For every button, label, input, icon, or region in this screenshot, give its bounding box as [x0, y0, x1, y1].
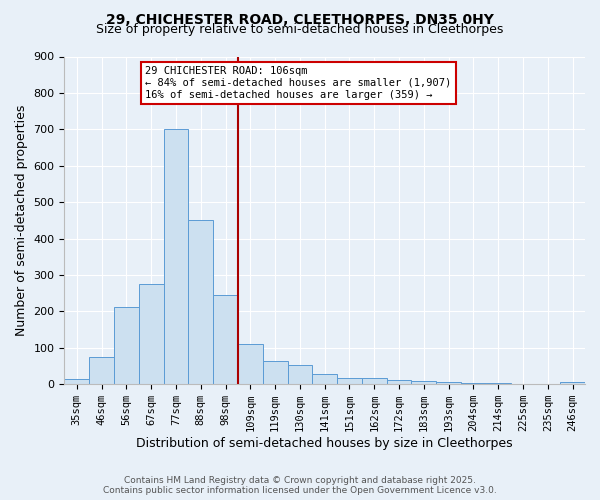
Bar — [263, 360, 287, 384]
Bar — [139, 284, 164, 384]
Bar — [64, 380, 89, 384]
Bar — [313, 374, 337, 384]
Text: Size of property relative to semi-detached houses in Cleethorpes: Size of property relative to semi-detach… — [97, 22, 503, 36]
Bar — [188, 220, 213, 384]
Y-axis label: Number of semi-detached properties: Number of semi-detached properties — [15, 104, 28, 336]
Bar — [436, 382, 461, 384]
Text: 29 CHICHESTER ROAD: 106sqm
← 84% of semi-detached houses are smaller (1,907)
16%: 29 CHICHESTER ROAD: 106sqm ← 84% of semi… — [145, 66, 451, 100]
Bar — [386, 380, 412, 384]
Bar — [114, 306, 139, 384]
Bar — [560, 382, 585, 384]
Bar — [89, 357, 114, 384]
Bar — [337, 378, 362, 384]
Bar — [238, 344, 263, 384]
X-axis label: Distribution of semi-detached houses by size in Cleethorpes: Distribution of semi-detached houses by … — [136, 437, 513, 450]
Bar — [213, 294, 238, 384]
Bar — [164, 130, 188, 384]
Bar — [461, 383, 486, 384]
Text: Contains HM Land Registry data © Crown copyright and database right 2025.
Contai: Contains HM Land Registry data © Crown c… — [103, 476, 497, 495]
Text: 29, CHICHESTER ROAD, CLEETHORPES, DN35 0HY: 29, CHICHESTER ROAD, CLEETHORPES, DN35 0… — [106, 12, 494, 26]
Bar — [287, 366, 313, 384]
Bar — [412, 381, 436, 384]
Bar — [362, 378, 386, 384]
